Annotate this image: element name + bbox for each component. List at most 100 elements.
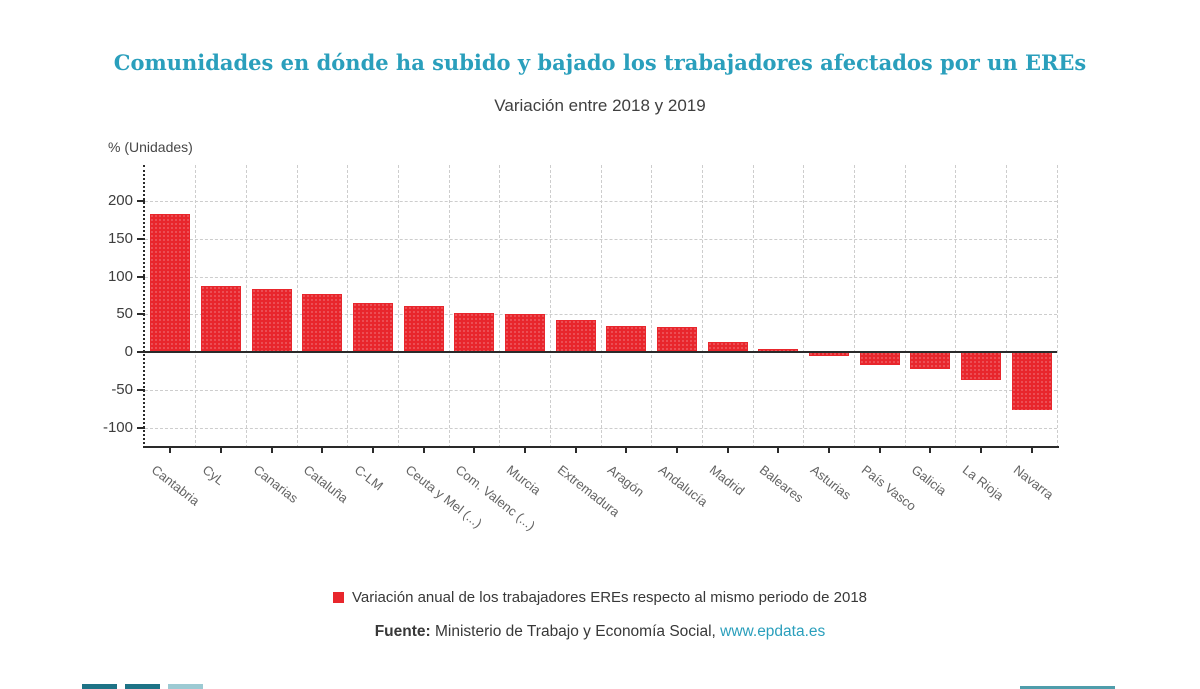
- v-gridline: [752, 165, 754, 448]
- v-gridline: [955, 165, 957, 448]
- x-axis-label: Andalucía: [655, 462, 711, 510]
- x-axis-label: Asturias: [807, 462, 855, 503]
- x-axis-tick: [574, 448, 577, 453]
- bar-canarias[interactable]: [251, 288, 292, 353]
- bar-baleares[interactable]: [758, 349, 799, 353]
- x-axis-tick: [1030, 448, 1033, 453]
- x-axis-tick: [828, 448, 830, 453]
- v-gridline: [803, 165, 805, 448]
- x-axis-tick: [422, 448, 425, 453]
- bar-la-rioja[interactable]: [961, 352, 1001, 381]
- bar-cyl[interactable]: [201, 285, 241, 353]
- v-gridline: [1005, 165, 1007, 448]
- y-axis-tick-label: -100: [102, 418, 133, 436]
- source-prefix: Fuente:: [374, 623, 431, 640]
- x-axis-label: Madrid: [706, 462, 747, 499]
- source-text: Ministerio de Trabajo y Economía Social,: [430, 623, 721, 640]
- chart-subtitle: Variación entre 2018 y 2019: [494, 96, 706, 115]
- v-gridline: [499, 165, 501, 448]
- v-gridline: [904, 165, 906, 448]
- y-axis-tick: [137, 426, 145, 429]
- x-axis-tick: [980, 448, 982, 453]
- x-axis-label: C-LM: [351, 462, 387, 494]
- x-axis-label: Galicia: [909, 462, 950, 499]
- x-axis-label: Canarias: [250, 462, 301, 506]
- y-axis-tick: [137, 388, 145, 391]
- x-axis-line: [143, 446, 1059, 448]
- x-axis-tick: [220, 448, 222, 453]
- bar-pa-s-vasco[interactable]: [859, 352, 900, 365]
- x-axis-tick: [625, 448, 628, 453]
- y-axis-line: [143, 165, 145, 448]
- logo-bar-right: [1020, 686, 1115, 689]
- v-gridline: [397, 165, 399, 448]
- v-gridline: [195, 165, 197, 448]
- zero-baseline: [145, 351, 1057, 354]
- x-axis-label: Aragón: [605, 462, 648, 500]
- x-axis-tick: [169, 448, 172, 453]
- y-axis-tick-label: 100: [107, 267, 133, 285]
- v-gridline: [1056, 165, 1058, 448]
- x-axis-label: País Vasco: [858, 462, 919, 514]
- source-line: Fuente: Ministerio de Trabajo y Economía…: [0, 623, 1200, 641]
- bar-ceuta-y-mel[interactable]: [403, 306, 444, 353]
- logo-bar-left-1: [82, 684, 117, 689]
- x-axis-tick: [676, 448, 678, 453]
- y-axis-tick-label: 0: [124, 343, 133, 361]
- x-axis-tick: [524, 448, 526, 453]
- logo-bar-left-2: [125, 684, 160, 689]
- x-axis-label: La Rioja: [959, 462, 1007, 504]
- bar-catalu-a[interactable]: [302, 294, 343, 353]
- y-axis-tick-label: 200: [107, 192, 133, 210]
- bar-murcia[interactable]: [505, 314, 545, 353]
- v-gridline: [245, 165, 247, 448]
- v-gridline: [549, 165, 551, 448]
- x-axis-tick: [878, 448, 881, 453]
- bar-andaluc-a[interactable]: [657, 327, 697, 353]
- legend-label: Variación anual de los trabajadores EREs…: [351, 589, 868, 606]
- y-axis-tick-label: 150: [107, 229, 133, 247]
- bar-galicia[interactable]: [910, 352, 951, 369]
- y-axis-tick-label: 50: [116, 305, 133, 323]
- y-axis-unit-label: % (Unidades): [108, 139, 193, 155]
- v-gridline: [701, 165, 703, 448]
- bar-extremadura[interactable]: [555, 320, 596, 353]
- v-gridline: [600, 165, 602, 448]
- y-axis-tick: [137, 237, 145, 240]
- bar-asturias[interactable]: [809, 352, 849, 356]
- y-axis-tick: [137, 313, 145, 316]
- x-axis-tick: [929, 448, 932, 453]
- v-gridline: [853, 165, 855, 448]
- x-axis-label: Murcia: [503, 462, 544, 498]
- x-axis-tick: [473, 448, 476, 453]
- y-axis-tick: [137, 275, 145, 278]
- y-axis-tick: [137, 200, 145, 203]
- x-axis-label: Navarra: [1010, 462, 1057, 503]
- x-axis-tick: [777, 448, 780, 453]
- chart-legend: Variación anual de los trabajadores EREs…: [0, 589, 1200, 606]
- bar-madrid[interactable]: [707, 342, 748, 353]
- bar-com-valenc[interactable]: [454, 312, 495, 353]
- x-axis-label: CyL: [199, 462, 228, 489]
- source-link[interactable]: www.epdata.es: [720, 623, 826, 640]
- x-axis-tick: [726, 448, 729, 453]
- x-axis-label: Baleares: [757, 462, 807, 506]
- x-axis-label: Cantabria: [149, 462, 203, 509]
- x-axis-tick: [270, 448, 273, 453]
- x-axis-label: Cataluña: [301, 462, 352, 506]
- y-axis-tick-label: -50: [111, 380, 133, 398]
- bar-cantabria[interactable]: [150, 214, 191, 353]
- logo-bar-left-3: [168, 684, 203, 689]
- v-gridline: [347, 165, 349, 448]
- bar-c-lm[interactable]: [353, 303, 393, 353]
- v-gridline: [651, 165, 653, 448]
- x-axis-tick: [372, 448, 374, 453]
- x-axis-tick: [321, 448, 324, 453]
- v-gridline: [296, 165, 298, 448]
- legend-swatch-icon: [332, 592, 344, 603]
- bar-arag-n[interactable]: [606, 325, 647, 353]
- bar-navarra[interactable]: [1011, 352, 1052, 411]
- chart-title: Comunidades en dónde ha subido y bajado …: [113, 50, 1087, 75]
- y-axis-tick: [137, 351, 145, 354]
